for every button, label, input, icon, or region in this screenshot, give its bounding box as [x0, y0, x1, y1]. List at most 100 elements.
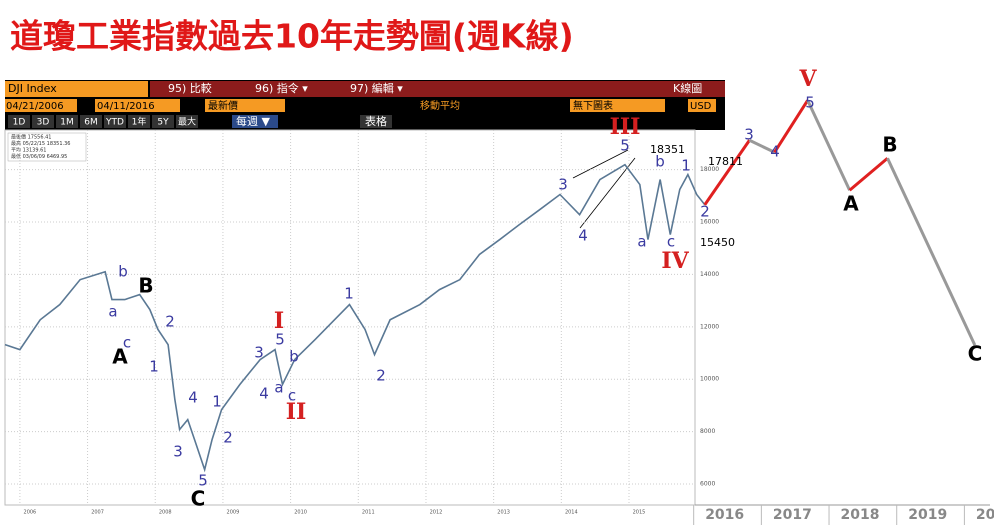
wave-label: a	[108, 303, 117, 321]
table-button[interactable]	[360, 115, 392, 128]
wave-label: 15450	[700, 236, 735, 249]
period-label: 1D	[13, 118, 26, 128]
wave-label: 4	[770, 143, 780, 161]
start-date: 04/21/2006	[6, 101, 64, 112]
y-tick-label: 10000	[700, 376, 719, 383]
period-label: YTD	[105, 118, 124, 128]
projection-segment	[748, 138, 776, 154]
x-tick-label: 2013	[497, 510, 510, 516]
y-tick-label: 6000	[700, 481, 715, 488]
wave-label: 2	[165, 313, 175, 331]
x-tick-label: 2008	[159, 510, 172, 516]
projection-segment	[886, 157, 977, 346]
period-label: 最大	[178, 116, 196, 128]
menu-item[interactable]: 95) 比較	[168, 81, 212, 95]
legend-text: 平均 13139.61	[11, 147, 46, 154]
table: 表格	[365, 114, 387, 128]
wave-label: 1	[149, 358, 159, 376]
wave-label: 3	[173, 443, 183, 461]
y-tick-label: 18000	[700, 166, 719, 173]
period-button[interactable]	[104, 115, 126, 128]
wave-label: B	[138, 274, 153, 298]
x-tick-label: 2018	[841, 507, 880, 523]
date-field[interactable]	[95, 99, 180, 112]
date-field[interactable]	[5, 99, 77, 112]
wave-label: c	[288, 387, 296, 405]
wave-label: A	[843, 192, 859, 216]
frequency-button[interactable]	[232, 115, 278, 128]
field-select[interactable]	[205, 99, 285, 112]
period-button[interactable]	[32, 115, 54, 128]
wave-label: II	[286, 399, 307, 425]
currency-select[interactable]	[688, 99, 716, 112]
chart-title: 道瓊工業指數過去10年走勢圖(週K線)	[10, 17, 574, 56]
wave-label: 4	[578, 227, 588, 245]
wave-label: b	[118, 263, 128, 281]
plot-area	[4, 129, 696, 506]
wave-label: C	[968, 342, 983, 366]
period-button[interactable]	[128, 115, 150, 128]
wave-label: c	[667, 233, 675, 251]
period-button[interactable]	[80, 115, 102, 128]
currency: USD	[690, 101, 712, 112]
y-tick-label: 12000	[700, 323, 719, 330]
chart-kind: K線圖	[673, 81, 702, 95]
wave-label: a	[274, 379, 283, 397]
x-tick-label: 2017	[773, 507, 812, 523]
period-label: 5Y	[157, 118, 169, 128]
wave-label: c	[123, 334, 131, 352]
menu-item[interactable]: 96) 指令 ▾	[255, 81, 308, 95]
trend-line	[572, 149, 629, 179]
wave-label: 3	[254, 344, 264, 362]
frequency: 每週 ▼	[236, 114, 270, 128]
wave-label: A	[112, 345, 128, 369]
x-tick-label: 2014	[565, 510, 578, 516]
wave-label: 4	[188, 389, 198, 407]
wave-label: 3	[558, 176, 568, 194]
wave-label: 18351	[650, 143, 685, 156]
wave-label: IV	[661, 248, 689, 274]
field-select[interactable]	[570, 99, 665, 112]
wave-label: B	[882, 133, 897, 157]
legend-text: 最高 05/22/15 18351.36	[11, 140, 71, 147]
legend-box	[7, 132, 87, 162]
projection-segment	[773, 99, 809, 154]
period-button[interactable]	[152, 115, 174, 128]
period-button[interactable]	[176, 115, 198, 128]
wave-label: 5	[275, 331, 285, 349]
wave-label: 1	[681, 157, 691, 175]
ticker-box[interactable]	[5, 81, 148, 97]
wave-label: a	[637, 233, 646, 251]
period-label: 1年	[132, 116, 147, 128]
x-tick-label: 2016	[705, 507, 744, 523]
projection-segment	[848, 157, 889, 192]
wave-label: b	[655, 153, 665, 171]
wave-label: 17811	[708, 155, 743, 168]
x-tick-label: 2019	[908, 507, 947, 523]
x-tick-label: 2010	[294, 510, 307, 516]
wave-label: 3	[744, 126, 754, 144]
wave-label: b	[289, 348, 299, 366]
y-tick-label: 14000	[700, 271, 719, 278]
projection-segment	[806, 99, 851, 191]
wave-label: V	[798, 66, 817, 92]
x-tick-label: 2009	[227, 510, 240, 516]
legend-text: 最後價 17556.41	[11, 134, 51, 141]
trend-line	[579, 157, 636, 229]
wave-label: C	[191, 487, 206, 511]
wave-label: III	[610, 114, 641, 140]
x-tick-label: 2007	[91, 510, 104, 516]
projection-segment	[703, 139, 751, 206]
price-line	[4, 163, 706, 473]
wave-label: I	[274, 308, 284, 334]
moving-average[interactable]: 移動平均	[420, 99, 460, 112]
wave-label: 2	[376, 367, 386, 385]
period-button[interactable]	[8, 115, 30, 128]
menu-item[interactable]: 97) 編輯 ▾	[350, 81, 403, 95]
wave-label: 5	[198, 472, 208, 490]
period-label: 3D	[37, 118, 50, 128]
legend-text: 最低 03/06/09 6469.95	[11, 153, 67, 160]
period-button[interactable]	[56, 115, 78, 128]
x-tick-label: 2006	[24, 510, 37, 516]
wave-label: 2	[223, 429, 233, 447]
